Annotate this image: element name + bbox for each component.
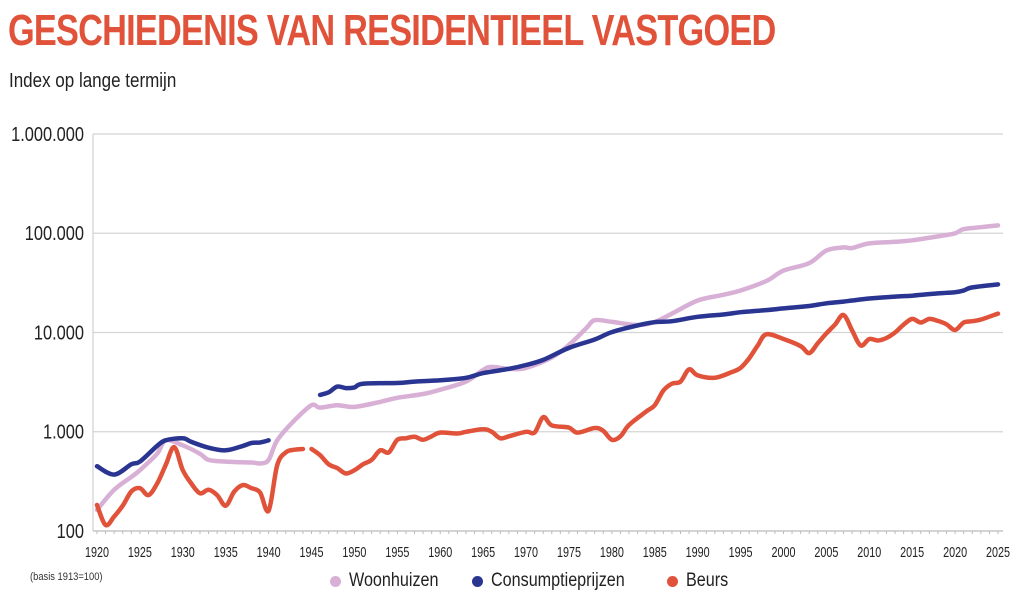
series-line-consumptieprijzen-segment-1 xyxy=(317,282,1001,398)
x-tick-label: 1950 xyxy=(342,543,366,560)
legend: Woonhuizen Consumptieprijzen Beurs xyxy=(330,570,753,592)
x-tick-label: 1960 xyxy=(428,543,452,560)
series-line-woonhuizen-segment-0 xyxy=(94,223,1001,513)
x-tick-label: 1920 xyxy=(85,543,109,560)
y-tick-label: 100 xyxy=(57,519,84,542)
legend-item-beurs: Beurs xyxy=(666,570,736,592)
x-tick-label: 1930 xyxy=(171,543,195,560)
series-line-consumptieprijzen-segment-0 xyxy=(94,435,271,477)
series-line-beurs-segment-0 xyxy=(94,444,306,528)
x-tick-label: 2000 xyxy=(771,543,795,560)
series-line-beurs-segment-1 xyxy=(309,311,1001,476)
series-woonhuizen xyxy=(94,223,1001,513)
x-tick-label: 2020 xyxy=(943,543,967,560)
x-tick-label: 1940 xyxy=(257,543,281,560)
x-tick-label: 1945 xyxy=(300,543,324,560)
series-consumptieprijzen xyxy=(94,282,1001,477)
basis-note: (basis 1913=100) xyxy=(30,571,103,583)
x-axis: 1920 1925 1930 1935 1940 1945 1950 1955 1960 1965… xyxy=(85,531,1010,560)
x-tick-label: 1970 xyxy=(514,543,538,560)
x-tick-label: 1935 xyxy=(214,543,238,560)
legend-dot-consumptieprijzen-icon xyxy=(472,575,484,587)
x-tick-label: 1925 xyxy=(128,543,152,560)
legend-item-consumptieprijzen: Consumptieprijzen xyxy=(472,570,648,592)
y-axis: 1.000.000 100.000 10.000 1.000 100 xyxy=(11,122,84,542)
x-tick-label: 1975 xyxy=(557,543,581,560)
legend-dot-beurs-icon xyxy=(666,575,678,587)
x-tick-label: 2010 xyxy=(857,543,881,560)
x-tick-label: 1990 xyxy=(686,543,710,560)
x-tick-label: 2025 xyxy=(986,543,1010,560)
x-tick-label: 1980 xyxy=(600,543,624,560)
x-tick-label: 1995 xyxy=(729,543,753,560)
legend-label-woonhuizen: Woonhuizen xyxy=(349,570,439,591)
legend-label-beurs: Beurs xyxy=(685,570,728,591)
y-tick-label: 1.000.000 xyxy=(11,122,84,145)
grid-lines xyxy=(92,133,1003,532)
x-tick-label: 2015 xyxy=(900,543,924,560)
x-tick-label: 1955 xyxy=(385,543,409,560)
y-tick-label: 1.000 xyxy=(43,420,84,443)
series-beurs xyxy=(94,311,1001,528)
x-tick-label: 1985 xyxy=(643,543,667,560)
legend-item-woonhuizen: Woonhuizen xyxy=(330,570,454,592)
x-tick-label: 1965 xyxy=(471,543,495,560)
legend-dot-woonhuizen-icon xyxy=(330,575,341,587)
series-lines xyxy=(94,223,1001,528)
y-tick-label: 10.000 xyxy=(34,321,84,344)
y-tick-label: 100.000 xyxy=(25,222,84,245)
x-tick-label: 2005 xyxy=(814,543,838,560)
legend-label-consumptieprijzen: Consumptieprijzen xyxy=(491,570,626,591)
chart-subtitle: Index op lange termijn xyxy=(9,70,177,92)
chart-title: GESCHIEDENIS VAN RESIDENTIEEL VASTGOED xyxy=(8,6,776,55)
